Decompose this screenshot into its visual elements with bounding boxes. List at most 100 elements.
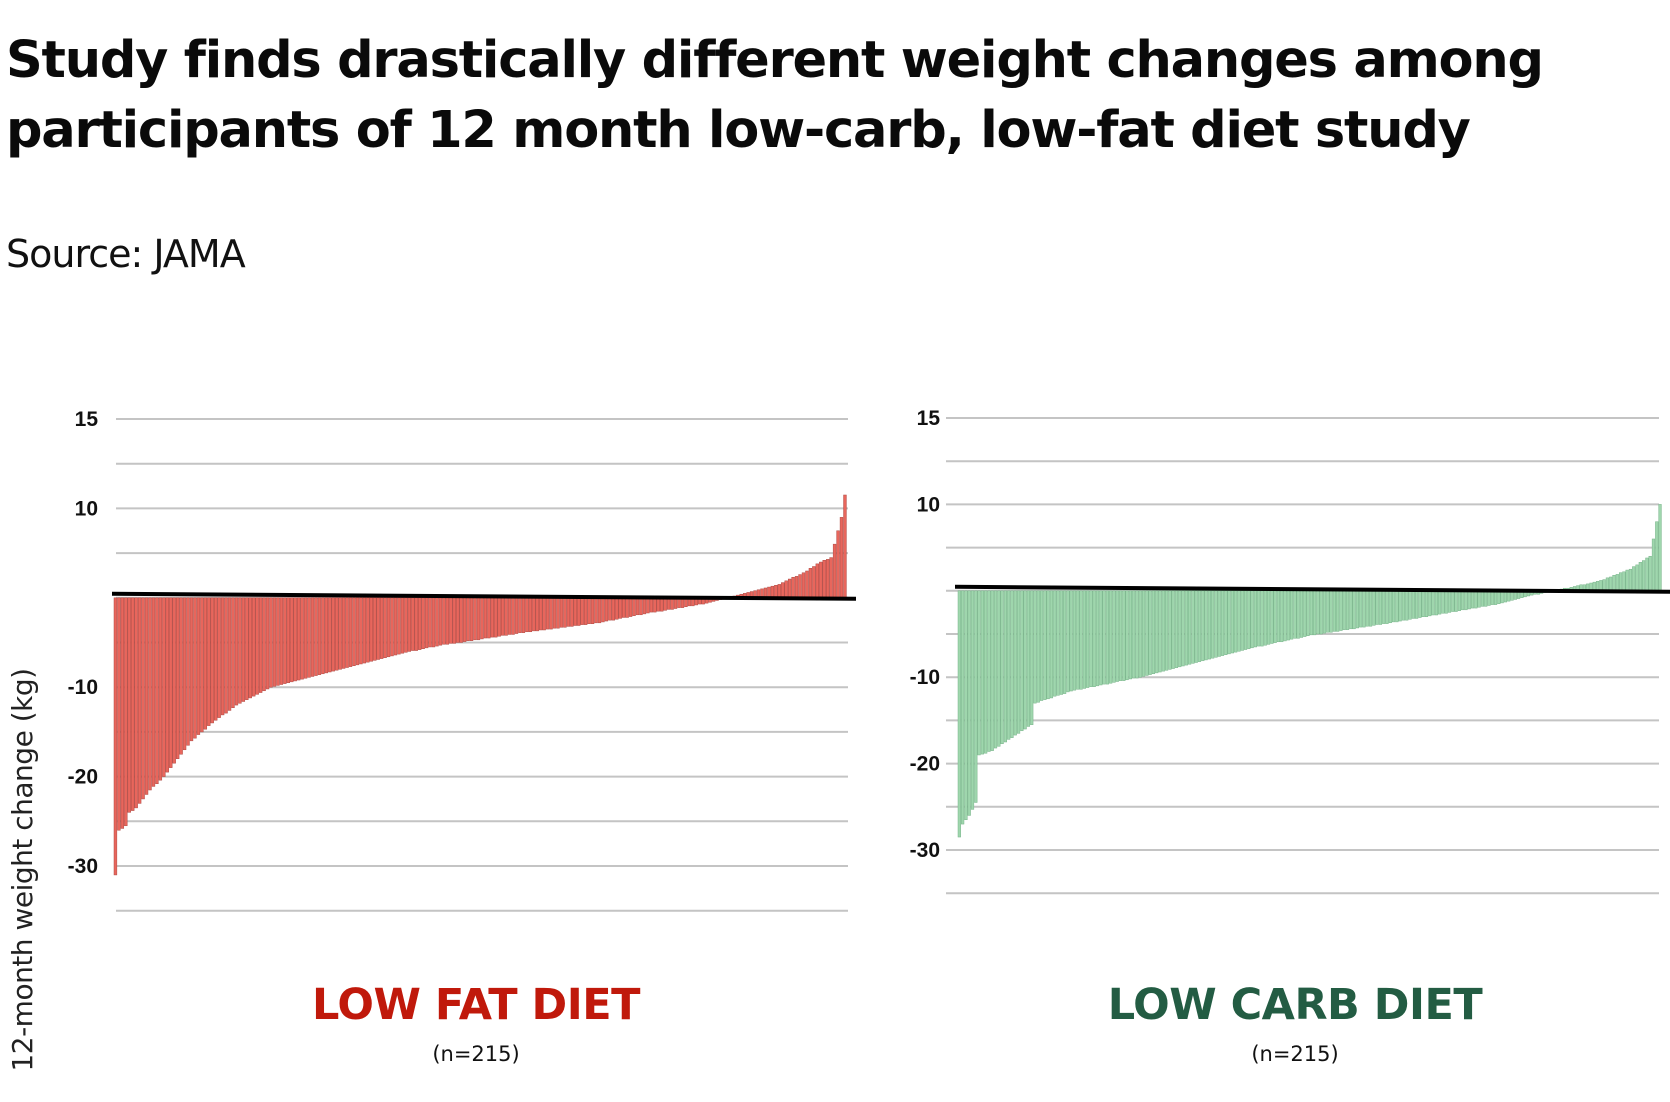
bar (352, 597, 356, 666)
bar (424, 597, 429, 649)
bar (1204, 590, 1208, 661)
bar (1151, 590, 1156, 674)
bar (798, 574, 802, 599)
bar (324, 597, 329, 674)
bar (137, 597, 142, 804)
bar (193, 597, 197, 739)
bar (272, 597, 277, 687)
bar (1326, 590, 1330, 633)
bar (279, 597, 284, 685)
bar (611, 597, 616, 621)
bar (993, 590, 998, 749)
bar (1224, 590, 1228, 655)
bar (1447, 590, 1452, 613)
bar (462, 597, 467, 642)
bar (494, 597, 498, 638)
bar (504, 597, 508, 636)
bar (597, 597, 602, 624)
bar (580, 597, 584, 625)
bar (656, 597, 660, 612)
bar (227, 597, 232, 711)
bar (314, 597, 318, 676)
bar (1181, 590, 1185, 667)
bar (559, 597, 564, 628)
bar (165, 597, 169, 773)
bar (117, 597, 121, 831)
y-tick-label: -20 (910, 753, 940, 776)
bar (276, 597, 280, 686)
bar (1618, 572, 1623, 592)
bar (1303, 590, 1307, 637)
bar (131, 597, 135, 811)
bar (767, 586, 771, 599)
bar (1013, 590, 1017, 736)
y-tick-label: 15 (917, 407, 941, 430)
bar (1030, 590, 1034, 725)
bar (1431, 590, 1435, 616)
bar (189, 597, 194, 742)
bar (207, 597, 211, 726)
bar (563, 597, 567, 628)
bar (1484, 590, 1488, 607)
bar (1415, 590, 1419, 619)
bar (1319, 590, 1323, 635)
bar (134, 597, 138, 809)
bar (997, 590, 1001, 747)
bar (1609, 576, 1613, 592)
bar (355, 597, 360, 666)
bar (1480, 590, 1485, 607)
bar (1628, 568, 1633, 592)
bar (341, 597, 346, 669)
bar (1612, 575, 1616, 592)
bar (1191, 590, 1195, 664)
bar (1635, 564, 1639, 592)
bar (1026, 590, 1031, 727)
bar (1349, 590, 1353, 630)
bar (487, 597, 491, 639)
bar (141, 597, 145, 800)
bar (583, 597, 588, 625)
low-carb-sample-size: (n=215) (1251, 1042, 1339, 1066)
bar (829, 557, 833, 599)
bar (1266, 590, 1271, 645)
bar (1372, 590, 1376, 626)
bar (1441, 590, 1445, 614)
bar (1095, 590, 1100, 687)
bar (549, 597, 553, 630)
bar (1165, 590, 1169, 671)
bar (435, 597, 439, 647)
bar (1309, 590, 1313, 636)
bar (1188, 590, 1192, 665)
y-tick-label: -20 (68, 766, 98, 789)
bar (843, 494, 847, 599)
bar (1638, 562, 1642, 592)
bar (521, 597, 526, 633)
bar (542, 597, 546, 631)
bar (1023, 590, 1027, 730)
bar (784, 580, 788, 599)
chart-title: Study finds drastically different weight… (6, 31, 1544, 160)
source-label: Source: JAMA (6, 232, 246, 276)
bar (1128, 590, 1133, 680)
bar (369, 597, 373, 662)
bar (805, 570, 809, 599)
bar (1141, 590, 1146, 677)
low-carb-diet-label: LOW CARB DIET (1107, 980, 1483, 1030)
bar (622, 597, 626, 618)
bar (1016, 590, 1021, 734)
bar (642, 597, 647, 615)
bar (1063, 590, 1067, 694)
bar (1135, 590, 1139, 679)
bar (787, 578, 792, 599)
bar (252, 597, 256, 697)
bar (1388, 590, 1392, 624)
bar (1451, 590, 1455, 612)
bar (1286, 590, 1290, 641)
bar (608, 597, 612, 621)
bar (1438, 590, 1442, 615)
bar (822, 560, 826, 599)
bar (518, 597, 522, 633)
bar (383, 597, 387, 658)
bar (473, 597, 477, 641)
bar (155, 597, 159, 784)
